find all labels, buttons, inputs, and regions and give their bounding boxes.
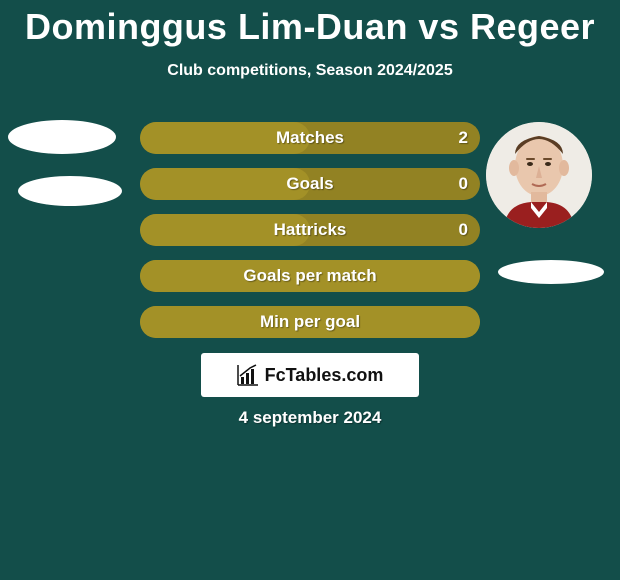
stat-bar-label: Goals [140, 168, 480, 200]
footer-logo-text: FcTables.com [265, 365, 384, 386]
stat-bar-label: Hattricks [140, 214, 480, 246]
stat-bar-label: Goals per match [140, 260, 480, 292]
footer-logo: FcTables.com [201, 353, 419, 397]
stat-bar-right-value: 0 [459, 214, 468, 246]
chart-icon [237, 364, 259, 386]
player-right-placeholder [498, 260, 604, 284]
stat-bar-right-value: 2 [459, 122, 468, 154]
stat-bar: Hattricks0 [140, 214, 480, 246]
page-subtitle: Club competitions, Season 2024/2025 [0, 62, 620, 80]
date-label: 4 september 2024 [0, 408, 620, 428]
player-right-avatar [486, 122, 592, 228]
stat-bar-label: Min per goal [140, 306, 480, 338]
player-left-placeholder-1 [8, 120, 116, 154]
stat-bar-label: Matches [140, 122, 480, 154]
stat-bar: Goals0 [140, 168, 480, 200]
player-left-placeholder-2 [18, 176, 122, 206]
comparison-infographic: Dominggus Lim-Duan vs Regeer Club compet… [0, 0, 620, 580]
stat-bar: Goals per match [140, 260, 480, 292]
stat-bar: Min per goal [140, 306, 480, 338]
page-title: Dominggus Lim-Duan vs Regeer [0, 6, 620, 48]
stat-bar: Matches2 [140, 122, 480, 154]
stat-bar-right-value: 0 [459, 168, 468, 200]
